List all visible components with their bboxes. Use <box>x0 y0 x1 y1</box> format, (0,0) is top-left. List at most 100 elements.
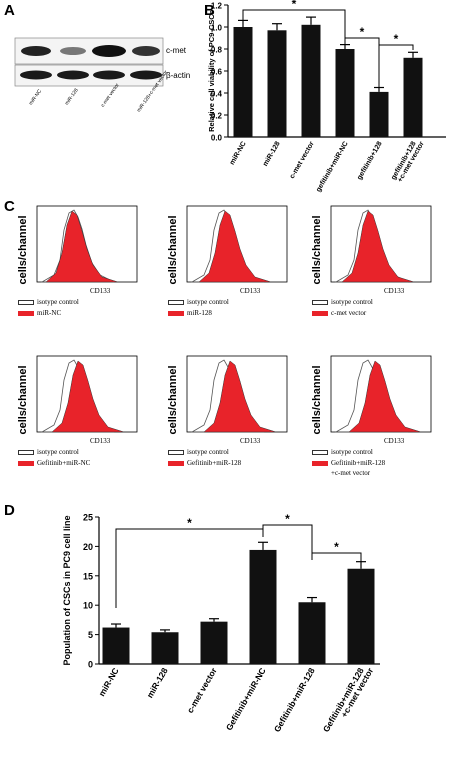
chart-d-ytick-label-2: 10 <box>83 601 93 611</box>
flow-plot-5 <box>186 355 288 433</box>
flow-legend-sample-line2-6: +c-met vector <box>331 469 371 477</box>
chart-d-significance-bracket-3: * <box>311 540 362 568</box>
panel-letter-d: D <box>4 502 15 519</box>
chart-d-significance-bracket-1: * <box>115 516 264 608</box>
chart-b-asterisk-1: * <box>292 0 297 11</box>
chart-d-asterisk-1: * <box>187 516 192 530</box>
legend-text-sample: miR-128 <box>187 309 212 317</box>
flow-legend-sample-2: miR-128 <box>168 309 212 317</box>
flow-xlabel-4: CD133 <box>90 437 111 445</box>
legend-text-sample: miR-NC <box>37 309 62 317</box>
chart-b-ytick-label-4: 0.8 <box>211 46 223 55</box>
chart-b-bar-3 <box>301 24 321 137</box>
chart-d-category-label-4: Gefitinib+miR-NC <box>224 666 268 732</box>
flow-histogram-2: cells/channel CD133 isotype control miR-128 <box>162 205 302 350</box>
chart-b-ytick-label-3: 0.6 <box>211 68 223 77</box>
flow-xlabel-5: CD133 <box>240 437 261 445</box>
chart-b-ytick-label-0: 0.0 <box>211 134 223 143</box>
chart-b-asterisk-3: * <box>394 32 399 46</box>
chart-d-ytick-label-5: 25 <box>83 513 93 523</box>
chart-b-bracket-line-1 <box>242 9 346 40</box>
flow-histogram-6: cells/channel CD133 isotype control Gefitin… <box>306 355 446 500</box>
legend-swatch-sample <box>168 310 184 316</box>
flow-xlabel-6: CD133 <box>384 437 405 445</box>
chart-d-bracket-line-1 <box>115 528 264 608</box>
chart-d-category-label-1: miR-NC <box>96 666 120 698</box>
flow-legend-sample-1: miR-NC <box>18 309 61 317</box>
legend-text-sample: c-met vector <box>331 309 367 317</box>
flow-plot-1 <box>36 205 138 283</box>
chart-b-bar-2 <box>267 30 287 137</box>
chart-b-asterisk-2: * <box>360 25 365 39</box>
flow-legend-isotype-6: isotype control <box>312 448 373 456</box>
flow-legend-sample-6: Gefitinib+miR-128 <box>312 459 385 467</box>
legend-swatch-isotype <box>18 299 34 305</box>
chart-b-ytick-label-2: 0.4 <box>211 90 223 99</box>
flow-legend-sample-5: Gefitinib+miR-128 <box>168 459 241 467</box>
legend-swatch-sample <box>168 460 184 466</box>
legend-swatch-sample <box>18 460 34 466</box>
flow-xlabel-1: CD133 <box>90 287 111 295</box>
chart-d-asterisk-2: * <box>285 512 290 526</box>
flow-sample-curve-5 <box>203 360 277 433</box>
chart-b-bar-1 <box>233 27 253 137</box>
chart-d-bracket-line-2 <box>262 524 313 560</box>
flow-sample-curve-3 <box>341 210 415 283</box>
flow-plot-6 <box>330 355 432 433</box>
chart-d-bracket-line-3 <box>311 552 362 568</box>
chart-d-ytick-label-0: 0 <box>88 660 93 670</box>
flow-xlabel-2: CD133 <box>240 287 261 295</box>
chart-d-bar-2 <box>151 632 179 664</box>
flow-histogram-4: cells/channel CD133 isotype control Gefitin… <box>12 355 152 500</box>
chart-b-ytick-label-5: 1.0 <box>211 24 223 33</box>
flow-plot-4 <box>36 355 138 433</box>
legend-text-isotype: isotype control <box>187 448 229 456</box>
flow-legend-sample-4: Gefitinib+miR-NC <box>18 459 90 467</box>
chart-d-bar-5 <box>298 602 326 664</box>
blot-label-actin: β-actin <box>166 71 191 80</box>
flow-legend-isotype-1: isotype control <box>18 298 79 306</box>
chart-d-ytick-label-1: 5 <box>88 630 93 640</box>
panel-letter-b: B <box>204 2 215 19</box>
chart-d-y-label: Population of CSCs in PC9 cell line <box>62 515 72 665</box>
legend-swatch-sample <box>18 310 34 316</box>
chart-d-category-label-6-line-1: Gefitinib+miR-128 <box>321 666 366 734</box>
flow-histogram-1: cells/channel CD133 isotype control miR-NC <box>12 205 152 350</box>
flow-histogram-5: cells/channel CD133 isotype control Gefitin… <box>162 355 302 500</box>
chart-b-bar-4 <box>335 49 355 137</box>
chart-d-category-label-3: c-met vector <box>185 665 219 714</box>
flow-legend-sample-3: c-met vector <box>312 309 366 317</box>
chart-d-ytick-label-4: 20 <box>83 542 93 552</box>
flow-plot-3 <box>330 205 432 283</box>
flow-sample-curve-1 <box>45 210 119 283</box>
flow-legend-isotype-2: isotype control <box>168 298 229 306</box>
flow-legend-isotype-4: isotype control <box>18 448 79 456</box>
chart-b-ytick-label-1: 0.2 <box>211 112 223 121</box>
chart-b-y-label: Relative cell viability of PC9-CSCs <box>207 10 216 132</box>
chart-d-category-label-5: Gefitinib+miR-128 <box>272 666 317 734</box>
legend-text-sample: Gefitinib+miR-NC <box>37 459 91 467</box>
chart-d-significance-bracket-2: * <box>262 512 313 560</box>
chart-d-bar-6 <box>347 568 375 664</box>
legend-swatch-isotype <box>18 449 34 455</box>
chart-d-category-label-2: miR-128 <box>145 666 170 700</box>
legend-swatch-isotype <box>168 299 184 305</box>
chart-d-ytick-label-3: 15 <box>83 571 93 581</box>
chart-b-significance-bracket-3: * <box>378 32 414 88</box>
panel-letter-a: A <box>4 2 15 19</box>
legend-swatch-isotype <box>312 299 328 305</box>
flow-sample-curve-2 <box>198 210 272 283</box>
legend-swatch-isotype <box>312 449 328 455</box>
flow-sample-curve-4 <box>51 360 125 433</box>
flow-plot-2 <box>186 205 288 283</box>
legend-text-isotype: isotype control <box>187 298 229 306</box>
legend-swatch-isotype <box>168 449 184 455</box>
chart-b-bracket-line-3 <box>378 44 414 88</box>
legend-text-isotype: isotype control <box>331 298 373 306</box>
legend-swatch-sample <box>312 460 328 466</box>
chart-b-bar-6 <box>403 57 423 137</box>
chart-d-bar-3 <box>200 621 228 664</box>
